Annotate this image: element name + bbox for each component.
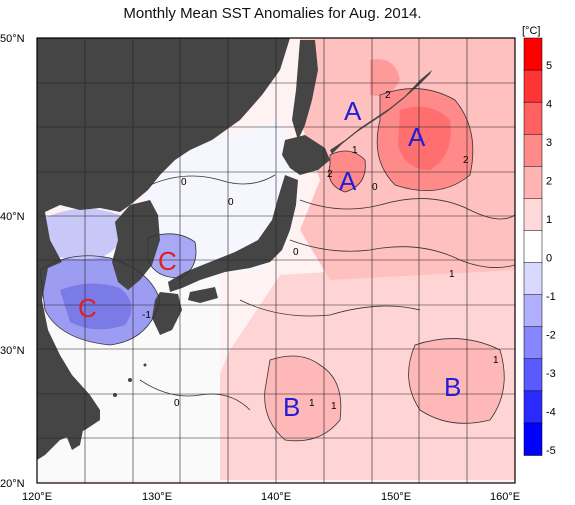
land-korea (112, 200, 160, 290)
anomaly-cold-c-north (148, 233, 196, 278)
map-frame (36, 37, 516, 484)
land-island-ryukyu-1 (128, 378, 132, 382)
lat-lon-grid (37, 38, 515, 483)
contour-line (139, 379, 251, 411)
land-kurils (330, 70, 432, 154)
contour-line (239, 299, 421, 317)
colorbar-swatch (523, 230, 543, 264)
colorbar-unit: [°C] (522, 25, 540, 37)
anomaly-hot-small (329, 151, 366, 192)
land-sakhalin (292, 40, 318, 140)
land-mainland (37, 38, 290, 460)
anomaly-warm-b-east (408, 338, 505, 424)
anomaly-hot-north (370, 59, 400, 96)
anomaly-warm-b-west (264, 356, 341, 441)
contour-line (408, 338, 505, 424)
land-honshu (168, 175, 298, 292)
lon-label: 150°E (381, 491, 411, 503)
colorbar-swatch (523, 37, 543, 71)
land-island-ryukyu-2 (113, 393, 117, 397)
contour-label: 0 (181, 177, 187, 188)
colorbar-tick-label: 5 (546, 60, 552, 72)
contour-line (376, 88, 474, 191)
colorbar-swatch (523, 422, 543, 456)
contour-label: 0 (372, 182, 378, 193)
land-shikoku (188, 287, 218, 303)
contour-line (147, 233, 197, 279)
colorbar-tick-label: 1 (546, 214, 552, 226)
map-title: Monthly Mean SST Anomalies for Aug. 2014… (123, 5, 422, 22)
latitude-labels: 50°N 40°N 30°N 20°N (0, 33, 25, 490)
region-a-label: A (408, 122, 426, 152)
colorbar (523, 37, 543, 456)
contour-label: 2 (463, 155, 469, 166)
land-hokkaido (282, 135, 330, 175)
colorbar-swatch (523, 294, 543, 328)
land-masses (37, 38, 432, 460)
colorbar-swatch (523, 69, 543, 103)
contour-label: 2 (385, 90, 391, 101)
colorbar-tick-label: -1 (546, 291, 556, 303)
colorbar-swatch (523, 101, 543, 135)
anomaly-cold-yellow-sea (40, 208, 123, 259)
contour-value-labels: 0 0 0 0 0 1 1 1 1 1 -1 2 2 2 (142, 90, 499, 412)
region-b-label: B (444, 372, 461, 402)
contour-line (328, 150, 366, 193)
contour-line (289, 239, 515, 268)
colorbar-swatch (523, 326, 543, 360)
region-c-label: C (158, 246, 177, 276)
lon-label: 160°E (490, 491, 520, 503)
contour-label: 0 (174, 398, 180, 409)
region-b-label: B (283, 392, 300, 422)
contour-label: 1 (449, 269, 455, 280)
region-a-label: A (339, 166, 357, 196)
region-c-label: C (78, 293, 97, 323)
lon-label: 140°E (261, 491, 291, 503)
lat-label: 50°N (0, 33, 25, 45)
colorbar-swatch (523, 262, 543, 296)
region-a-label: A (344, 96, 362, 126)
lon-label: 130°E (142, 491, 172, 503)
contour-line (149, 174, 276, 186)
colorbar-swatch (523, 166, 543, 200)
contour-label: 1 (309, 398, 315, 409)
colorbar-tick-label: 4 (546, 99, 552, 111)
colorbar-swatch (523, 390, 543, 424)
colorbar-tick-label: -4 (546, 406, 556, 418)
colorbar-tick-label: 3 (546, 137, 552, 149)
lon-label: 120°E (22, 491, 52, 503)
colorbar-tick-label: -3 (546, 368, 556, 380)
colorbar-tick-label: -2 (546, 329, 556, 341)
colorbar-tick-label: 2 (546, 176, 552, 188)
lat-label: 30°N (0, 345, 25, 357)
colorbar-ticks: 5 4 3 2 1 0 -1 -2 -3 -4 -5 (546, 60, 556, 457)
lat-label: 40°N (0, 211, 25, 223)
contour-label: 0 (228, 197, 234, 208)
contour-label: 1 (493, 355, 499, 366)
colorbar-swatch (523, 133, 543, 168)
colorbar-swatch (523, 358, 543, 392)
contour-label: 2 (327, 169, 333, 180)
longitude-labels: 120°E 130°E 140°E 150°E 160°E (22, 491, 520, 503)
contour-line (264, 355, 342, 442)
contour-label: -1 (142, 310, 151, 321)
lat-label: 20°N (0, 478, 25, 490)
anomaly-cold-c-core (60, 283, 132, 330)
contour-line (299, 198, 515, 220)
anomaly-hot-core-2 (398, 106, 451, 170)
land-taiwan (66, 408, 85, 450)
contour-label: 1 (331, 401, 337, 412)
contour-label: 0 (293, 247, 299, 258)
contour-line (39, 255, 161, 346)
colorbar-swatch (523, 198, 543, 232)
land-island-ryukyu-3 (143, 363, 147, 367)
contour-label: 1 (352, 145, 358, 156)
contour-lines (39, 88, 515, 442)
colorbar-tick-label: -5 (546, 445, 556, 457)
region-labels: A A A B B C C (78, 96, 461, 422)
colorbar-tick-label: 0 (546, 253, 552, 265)
